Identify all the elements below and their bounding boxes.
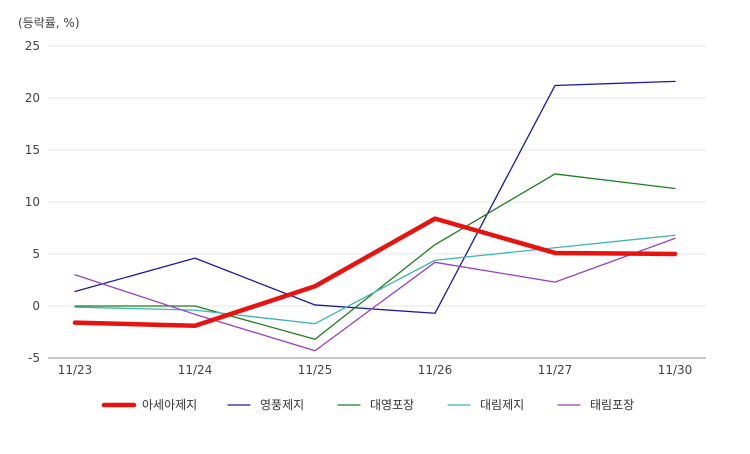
y-tick-label: 10 [25, 195, 40, 209]
x-tick-label: 11/30 [658, 363, 693, 377]
legend: 아세아제지 영풍제지 대영포장 대림제지 태림포장 [101, 398, 634, 412]
x-tick-label: 11/26 [418, 363, 453, 377]
y-tick-label: -5 [28, 351, 40, 365]
legend-item: 아세아제지 [101, 398, 197, 412]
legend-label: 대영포장 [370, 398, 414, 412]
y-tick-label: 25 [25, 39, 40, 53]
legend-item: 대영포장 [337, 398, 414, 412]
y-tick-label: 15 [25, 143, 40, 157]
legend-item: 대림제지 [447, 398, 524, 412]
x-tick-label: 11/23 [58, 363, 93, 377]
series-line [74, 80, 676, 314]
y-axis-ticks: -5 0 5 10 15 20 25 [25, 39, 40, 365]
series-line [74, 237, 676, 352]
x-tick-label: 11/24 [178, 363, 213, 377]
legend-item: 태림포장 [557, 398, 634, 412]
x-tick-label: 11/27 [538, 363, 573, 377]
gridlines [48, 45, 706, 359]
series-line [72, 216, 678, 329]
y-tick-label: 20 [25, 91, 40, 105]
legend-label: 태림포장 [590, 398, 634, 412]
legend-label: 대림제지 [480, 398, 524, 412]
series-line [74, 234, 676, 325]
x-axis-ticks: 11/23 11/24 11/25 11/26 11/27 11/30 [58, 363, 693, 377]
legend-label: 영풍제지 [260, 398, 304, 412]
series-line [74, 173, 676, 340]
x-tick-label: 11/25 [298, 363, 333, 377]
y-tick-label: 0 [32, 299, 40, 313]
y-tick-label: 5 [32, 247, 40, 261]
legend-label: 아세아제지 [142, 398, 197, 412]
legend-item: 영풍제지 [227, 398, 304, 412]
unit-label: (등락률, %) [18, 16, 80, 30]
series-lines [72, 80, 678, 352]
